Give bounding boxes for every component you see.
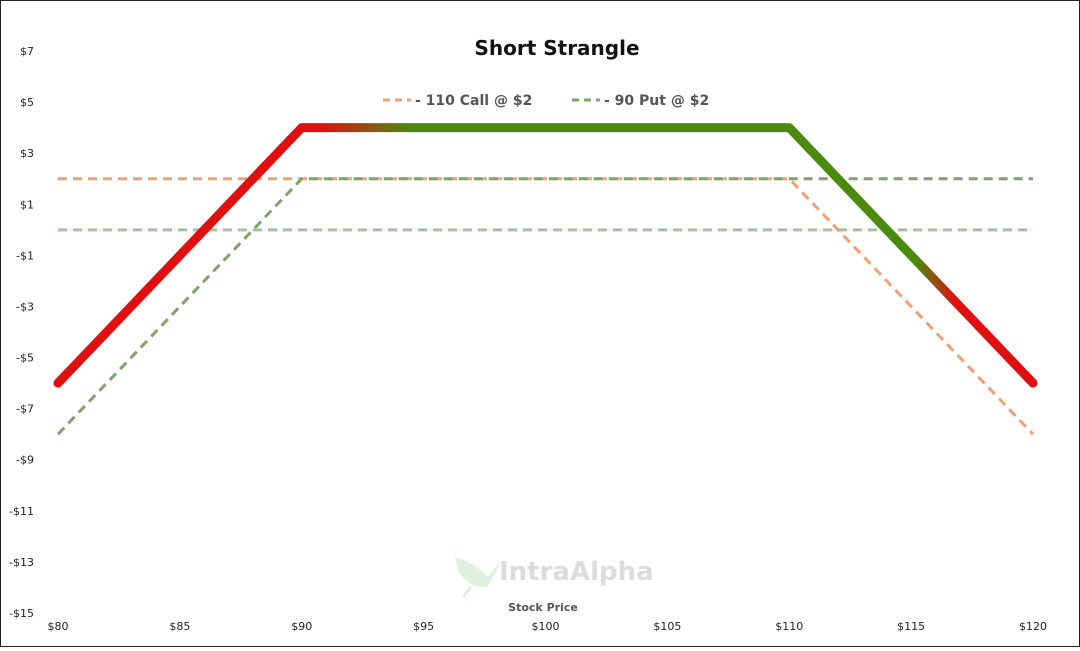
y-tick-label: -$1 [16,249,34,262]
watermark-text: IntraAlpha [499,557,654,587]
y-tick-label: $5 [20,96,34,109]
y-tick-label: -$7 [16,403,34,416]
x-tick-label: $85 [169,620,190,633]
put-payoff-line [56,177,1033,436]
legend-item-call: - 110 Call @ $2 [383,93,532,109]
x-tick-label: $105 [653,620,681,633]
y-tick-label: -$15 [9,607,34,620]
strangle-payoff-line [53,123,1038,388]
call-payoff-line [58,177,1035,436]
y-tick-label: $1 [20,198,34,211]
y-axis: $7 $5 $3 $1 -$1 -$3 -$5 -$7 -$9 -$11 -$13 -$15 [9,45,34,620]
x-axis-label: Stock Price [508,601,578,614]
legend: - 110 Call @ $2 - 90 Put @ $2 [383,93,709,109]
y-tick-label: -$11 [9,505,34,518]
x-tick-label: $100 [532,620,560,633]
plot-lines [53,123,1038,436]
watermark: IntraAlpha [455,557,654,598]
legend-label-put: - 90 Put @ $2 [604,93,709,109]
x-tick-label: $95 [413,620,434,633]
x-tick-label: $90 [291,620,312,633]
legend-label-call: - 110 Call @ $2 [415,93,532,109]
y-tick-label: $3 [20,147,34,160]
x-tick-label: $115 [897,620,925,633]
x-tick-label: $80 [48,620,69,633]
x-tick-label: $110 [775,620,803,633]
x-tick-label: $120 [1019,620,1047,633]
x-axis: $80 $85 $90 $95 $100 $105 $110 $115 $120 [48,620,1048,633]
y-tick-label: -$9 [16,454,34,467]
legend-item-put: - 90 Put @ $2 [572,93,709,109]
y-tick-label: -$5 [16,352,34,365]
y-tick-label: -$13 [9,556,34,569]
y-tick-label: $7 [20,45,34,58]
chart-title: Short Strangle [474,36,639,60]
hummingbird-icon [455,557,501,598]
y-tick-label: -$3 [16,300,34,313]
